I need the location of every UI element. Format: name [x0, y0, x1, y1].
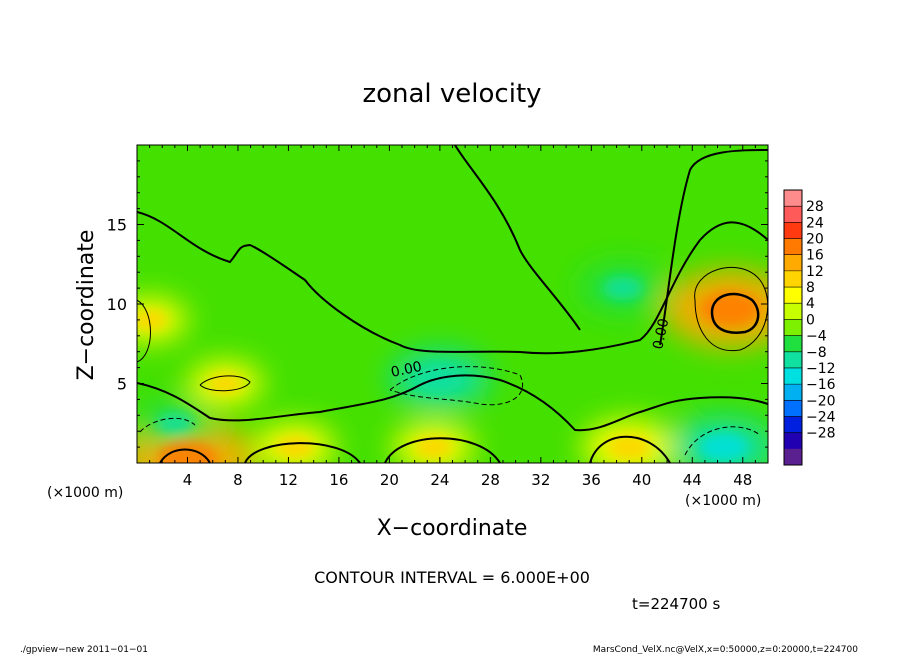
contour-bottom-cell-1 — [159, 448, 211, 463]
x-tick-label-5: 24 — [430, 471, 449, 489]
colorbar-label-10: −12 — [806, 361, 836, 377]
field-core-4 — [700, 291, 761, 327]
field-core-0 — [157, 440, 218, 463]
colorbar-swatch-11 — [784, 367, 802, 385]
x-tick-label-0: 4 — [183, 471, 193, 489]
contour-bold-ring — [710, 292, 760, 334]
y-tick-label-1: 10 — [107, 295, 127, 314]
colorbar-swatch-10 — [784, 351, 802, 369]
colorbar-swatch-8 — [784, 319, 802, 337]
colorbar-frame — [783, 189, 803, 466]
x-tick-label-9: 40 — [632, 471, 651, 489]
colorbar-swatch-15 — [784, 432, 802, 450]
colorbar-swatch-6 — [784, 287, 802, 304]
contour-bottom-cell-2 — [244, 442, 361, 463]
colorbar-swatch-3 — [784, 238, 802, 256]
contour-cold-left — [139, 417, 196, 433]
x-unit-left: (×1000 m) — [47, 485, 123, 501]
colorbar-label-11: −16 — [806, 377, 836, 393]
colorbar-swatch-7 — [784, 303, 802, 320]
x-axis-label: X−coordinate — [377, 516, 528, 541]
contour-interval: CONTOUR INTERVAL = 6.000E+00 — [314, 568, 590, 587]
colorbar-swatch-1 — [784, 206, 802, 223]
x-tick-label-7: 32 — [531, 471, 550, 489]
field-core-9 — [602, 276, 643, 301]
y-axis-label: Z−coordinate — [74, 230, 99, 381]
y-tick-label-0: 5 — [117, 375, 127, 394]
plot-area: 0.00 0.00 — [137, 145, 768, 463]
x-tick-label-6: 28 — [481, 471, 500, 489]
footer-right: MarsCond_VelX.nc@VelX,x=0:50000,z=0:2000… — [593, 645, 858, 654]
x-tick-label-10: 44 — [683, 471, 702, 489]
colorbar-label-14: −28 — [806, 426, 836, 442]
colorbar-label-13: −24 — [806, 409, 836, 425]
colorbar-label-5: 8 — [806, 280, 815, 296]
colorbar-swatch-5 — [784, 270, 802, 288]
colorbar-swatch-2 — [784, 222, 802, 240]
colorbar-label-4: 12 — [806, 264, 824, 280]
contour-mid-left — [199, 375, 251, 392]
contour-warm-core — [710, 292, 760, 334]
colorbar-label-9: −8 — [806, 345, 827, 361]
colorbar-label-12: −20 — [806, 393, 836, 409]
x-unit-right: (×1000 m) — [685, 493, 761, 509]
field-core-10 — [156, 412, 194, 435]
contour-bottom-cell-4 — [589, 435, 671, 463]
x-tick-label-4: 20 — [380, 471, 399, 489]
contour-zero-upper — [137, 211, 768, 355]
contour-label-2: 0.00 — [650, 317, 672, 351]
chart-title: zonal velocity — [362, 79, 541, 109]
field-core-3 — [607, 434, 651, 460]
plot-background — [137, 145, 768, 463]
footer-left: ./gpview−new 2011−01−01 — [20, 645, 148, 654]
colorbar-swatch-14 — [784, 416, 802, 434]
contour-label-1: 0.00 — [390, 359, 424, 381]
y-tick-label-2: 15 — [107, 216, 127, 235]
x-tick-label-3: 16 — [329, 471, 348, 489]
colorbar-swatch-0 — [784, 190, 802, 207]
contour-upper-right — [454, 145, 768, 346]
time-label: t=224700 s — [632, 595, 720, 613]
y-axis-ticks: 5 10 15 — [107, 160, 768, 448]
color-field-cores — [137, 276, 761, 463]
x-tick-label-8: 36 — [582, 471, 601, 489]
contour-cold-right — [684, 426, 761, 456]
contour-zero-lower — [137, 374, 768, 432]
colorbar-label-2: 20 — [806, 232, 824, 248]
field-core-1 — [276, 435, 314, 459]
field-core-2 — [415, 435, 453, 459]
x-tick-label-11: 48 — [733, 471, 752, 489]
contour-warm-ring — [694, 266, 768, 352]
colorbar-swatch-9 — [784, 335, 802, 353]
colorbar-swatch-16 — [784, 448, 802, 466]
contour-thin-lines — [137, 266, 768, 456]
colorbar-swatch-12 — [784, 384, 802, 401]
field-core-5 — [208, 373, 243, 394]
contour-bottom-cell-3 — [384, 437, 501, 463]
colorbar-label-6: 4 — [806, 296, 815, 312]
colorbar-label-3: 16 — [806, 248, 824, 264]
contour-lines — [137, 145, 768, 463]
x-axis-ticks: 4 8 12 16 20 24 28 32 36 40 44 48 — [149, 145, 756, 489]
colorbar-label-7: 0 — [806, 312, 815, 328]
colorbar-label-1: 24 — [806, 215, 824, 231]
x-tick-label-2: 12 — [279, 471, 298, 489]
contour-cold-mid — [389, 366, 523, 406]
field-core-8 — [699, 432, 749, 462]
colorbar-label-8: −4 — [806, 329, 827, 345]
field-core-6 — [137, 309, 167, 331]
colorbar-swatch-4 — [784, 254, 802, 272]
colorbar-swatch-13 — [784, 400, 802, 417]
x-tick-label-1: 8 — [233, 471, 243, 489]
colorbar-label-0: 28 — [806, 199, 824, 215]
